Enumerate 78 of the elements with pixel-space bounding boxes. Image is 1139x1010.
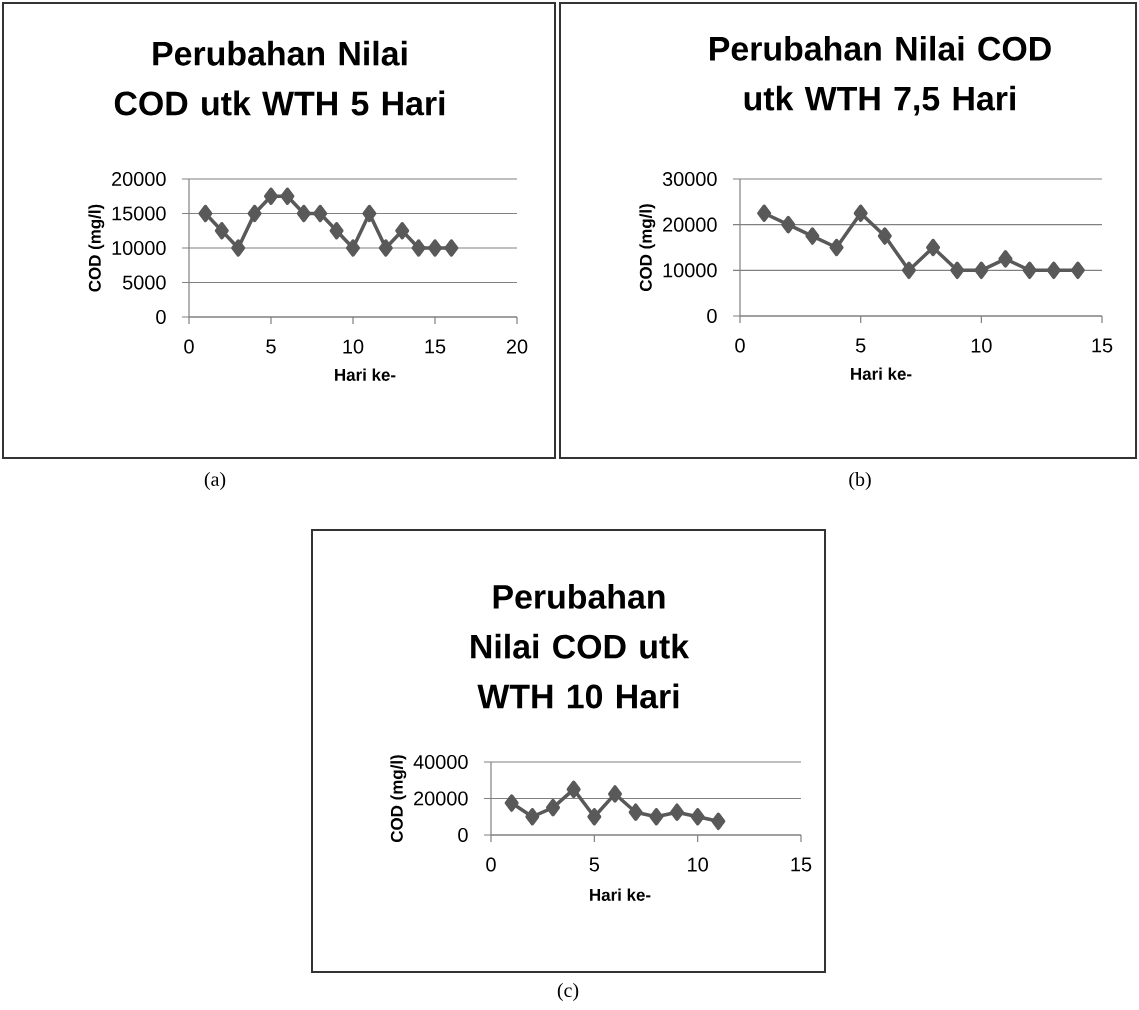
point bbox=[805, 227, 820, 245]
point bbox=[690, 808, 705, 826]
x-axis-title: Hari ke- bbox=[590, 888, 651, 901]
point bbox=[711, 812, 726, 831]
x-tick-label: 15 bbox=[425, 339, 446, 354]
y-tick-label: 0 bbox=[458, 827, 468, 843]
point bbox=[525, 808, 540, 826]
y-tick-label: 40000 bbox=[413, 754, 468, 770]
y-tick-label: 20000 bbox=[663, 217, 717, 232]
point bbox=[670, 803, 685, 821]
point bbox=[546, 798, 560, 817]
point bbox=[950, 261, 965, 280]
point bbox=[264, 187, 278, 205]
y-tick-label: 15000 bbox=[112, 206, 166, 221]
x-tick-label: 10 bbox=[971, 338, 992, 353]
point bbox=[362, 204, 377, 223]
chart-title: Perubahan Nilai COD utk WTH 7,5 Hari bbox=[710, 35, 1051, 116]
x-tick-label: 20 bbox=[506, 339, 528, 354]
point bbox=[247, 204, 262, 223]
point bbox=[877, 227, 892, 245]
point bbox=[974, 261, 989, 280]
point bbox=[444, 239, 459, 257]
point bbox=[346, 239, 360, 257]
x-tick-label: 0 bbox=[184, 339, 194, 354]
x-tick-label: 10 bbox=[343, 339, 364, 354]
point bbox=[1070, 261, 1085, 280]
point bbox=[926, 238, 941, 257]
point bbox=[608, 785, 622, 803]
x-tick-label: 15 bbox=[791, 857, 812, 872]
point bbox=[329, 221, 344, 240]
point bbox=[587, 808, 602, 826]
x-tick-label: 0 bbox=[486, 857, 496, 872]
y-tick-label: 30000 bbox=[662, 171, 717, 187]
point bbox=[1046, 261, 1061, 280]
point bbox=[428, 239, 442, 257]
x-tick-label: 10 bbox=[688, 857, 708, 872]
point bbox=[280, 187, 295, 205]
point bbox=[757, 204, 772, 222]
chart-title: Perubahan Nilai COD utk WTH 5 Hari bbox=[114, 40, 445, 116]
text: (b) bbox=[849, 471, 871, 491]
point bbox=[853, 204, 868, 222]
point bbox=[313, 204, 328, 223]
y-tick-label: 5000 bbox=[122, 275, 166, 290]
y-axis-title: COD (mg/l) bbox=[88, 204, 105, 292]
point bbox=[378, 239, 393, 257]
y-tick-label: 0 bbox=[156, 309, 166, 325]
point bbox=[901, 261, 916, 280]
point bbox=[649, 808, 664, 826]
x-tick-label: 15 bbox=[1092, 338, 1113, 353]
text: (c) bbox=[557, 982, 579, 1002]
x-tick-label: 5 bbox=[589, 857, 600, 872]
point bbox=[231, 239, 246, 257]
y-axis-title: COD (mg/l) bbox=[390, 755, 407, 843]
point bbox=[504, 794, 519, 812]
point bbox=[781, 215, 796, 234]
x-axis-title: Hari ke- bbox=[335, 368, 396, 381]
x-tick-label: 5 bbox=[266, 339, 276, 354]
y-tick-label: 20000 bbox=[112, 171, 166, 187]
point bbox=[198, 204, 213, 223]
x-tick-label: 0 bbox=[735, 338, 745, 353]
point bbox=[1022, 261, 1037, 280]
point bbox=[214, 221, 229, 240]
x-tick-label: 5 bbox=[855, 338, 866, 353]
point bbox=[998, 250, 1013, 268]
y-tick-label: 20000 bbox=[414, 791, 468, 806]
chart-title: Perubahan Nilai COD utk WTH 10 Hari bbox=[471, 584, 690, 709]
point bbox=[296, 204, 311, 223]
y-axis-title: COD (mg/l) bbox=[639, 204, 656, 292]
point bbox=[411, 239, 426, 257]
y-tick-label: 10000 bbox=[112, 240, 166, 256]
y-tick-label: 0 bbox=[707, 308, 717, 324]
point bbox=[566, 780, 581, 799]
y-tick-label: 10000 bbox=[663, 263, 717, 278]
text: (a) bbox=[204, 471, 226, 491]
point bbox=[829, 238, 844, 257]
point bbox=[395, 221, 410, 240]
point bbox=[628, 803, 643, 821]
x-axis-title: Hari ke- bbox=[851, 367, 912, 380]
